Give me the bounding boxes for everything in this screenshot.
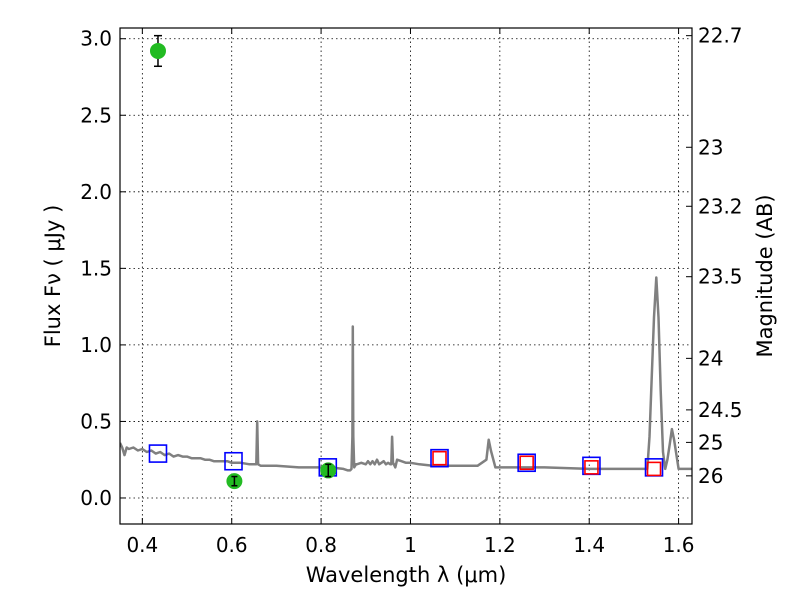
model-flux-marker-red <box>584 460 599 475</box>
y-tick-label: 3.0 <box>80 27 112 51</box>
y2-tick-label: 23.2 <box>698 194 743 218</box>
x-tick-label: 1.6 <box>663 533 695 557</box>
x-tick-label: 1 <box>404 533 417 557</box>
y-axis-label: Flux Fν ( μJy ) <box>41 205 65 348</box>
model-spectrum-line <box>120 276 692 472</box>
y-tick-label: 0.5 <box>80 409 112 433</box>
x-tick-label: 0.8 <box>305 533 337 557</box>
x-tick-label: 0.4 <box>126 533 158 557</box>
tick-labels: 0.4 0.6 0.8 1 1.2 1.4 1.6 0.0 0.5 1.0 1.5 2.0 2.5 3.0… <box>80 24 742 557</box>
y2-tick-label: 25 <box>698 430 723 454</box>
y2-tick-label: 22.7 <box>698 24 743 48</box>
y-tick-label: 2.5 <box>80 103 112 127</box>
observed-flux-point <box>149 42 166 59</box>
model-flux-marker-red <box>519 455 534 471</box>
grid-lines <box>120 28 692 524</box>
y-tick-label: 1.5 <box>80 256 112 280</box>
axes <box>119 27 693 525</box>
y2-tick-label: 24.5 <box>698 398 743 422</box>
model-flux-marker-red <box>432 450 447 466</box>
model-flux-marker-blue <box>430 448 449 468</box>
x-tick-label: 1.2 <box>484 533 516 557</box>
y2-tick-label: 26 <box>698 464 723 488</box>
y2-axis-label: Magnitude (AB) <box>753 194 777 357</box>
y-tick-label: 0.0 <box>80 486 112 510</box>
x-tick-label: 1.4 <box>573 533 605 557</box>
x-axis-label: Wavelength λ (μm) <box>306 563 507 587</box>
model-flux-marker-blue <box>517 453 536 473</box>
y2-tick-label: 23.5 <box>698 265 743 289</box>
y2-tick-label: 23 <box>698 135 723 159</box>
y-tick-label: 2.0 <box>80 180 112 204</box>
model-flux-marker-blue <box>224 451 243 471</box>
model-flux-marker-red <box>646 461 662 477</box>
y-tick-label: 1.0 <box>80 333 112 357</box>
y2-tick-label: 24 <box>698 346 723 370</box>
plot-area <box>120 34 692 490</box>
plot-frame <box>119 27 693 525</box>
x-tick-label: 0.6 <box>216 533 248 557</box>
model-flux-marker-blue <box>148 444 168 463</box>
